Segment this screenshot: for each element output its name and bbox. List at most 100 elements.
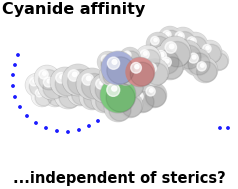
- Circle shape: [142, 59, 168, 85]
- Circle shape: [72, 85, 81, 94]
- Circle shape: [173, 41, 201, 69]
- Circle shape: [112, 60, 117, 64]
- Circle shape: [102, 52, 134, 84]
- Circle shape: [187, 37, 207, 57]
- Circle shape: [60, 86, 69, 96]
- Circle shape: [199, 41, 221, 63]
- Circle shape: [12, 74, 14, 76]
- Circle shape: [165, 42, 177, 53]
- Circle shape: [144, 52, 147, 55]
- Circle shape: [126, 58, 154, 86]
- Circle shape: [149, 89, 153, 92]
- Text: Cyanide affinity: Cyanide affinity: [2, 2, 145, 17]
- Circle shape: [106, 83, 135, 112]
- Circle shape: [81, 74, 107, 99]
- Circle shape: [156, 52, 184, 80]
- Circle shape: [35, 89, 52, 106]
- Circle shape: [146, 33, 169, 56]
- Circle shape: [187, 37, 196, 46]
- Circle shape: [80, 85, 104, 109]
- Circle shape: [99, 94, 103, 97]
- Circle shape: [191, 39, 194, 42]
- Circle shape: [162, 30, 181, 49]
- Circle shape: [171, 28, 195, 52]
- Circle shape: [178, 46, 188, 56]
- Circle shape: [14, 96, 16, 98]
- Circle shape: [91, 74, 119, 102]
- Circle shape: [112, 86, 117, 91]
- Circle shape: [43, 77, 53, 87]
- Circle shape: [161, 57, 171, 67]
- Circle shape: [159, 36, 191, 68]
- Circle shape: [160, 37, 190, 67]
- Circle shape: [99, 64, 120, 85]
- Circle shape: [120, 48, 140, 68]
- Circle shape: [183, 33, 207, 57]
- Circle shape: [12, 85, 14, 87]
- Circle shape: [118, 93, 142, 117]
- Circle shape: [103, 68, 120, 85]
- Circle shape: [122, 97, 142, 117]
- Circle shape: [29, 77, 48, 96]
- Circle shape: [141, 58, 169, 86]
- Circle shape: [197, 62, 206, 71]
- Circle shape: [119, 68, 136, 85]
- Circle shape: [188, 53, 210, 75]
- Circle shape: [169, 44, 174, 49]
- Circle shape: [140, 50, 160, 70]
- Circle shape: [19, 106, 21, 108]
- Circle shape: [63, 65, 93, 95]
- Circle shape: [203, 45, 211, 53]
- Circle shape: [98, 52, 118, 72]
- Circle shape: [54, 81, 82, 109]
- Circle shape: [155, 50, 179, 74]
- Circle shape: [45, 127, 47, 129]
- Circle shape: [130, 88, 154, 112]
- Circle shape: [201, 64, 204, 67]
- Circle shape: [39, 70, 48, 79]
- Circle shape: [55, 82, 81, 108]
- Circle shape: [130, 62, 154, 86]
- Circle shape: [119, 68, 127, 76]
- Circle shape: [31, 85, 53, 106]
- Circle shape: [140, 50, 149, 59]
- Circle shape: [163, 30, 171, 39]
- Circle shape: [156, 50, 166, 61]
- Circle shape: [166, 32, 169, 36]
- Circle shape: [101, 78, 135, 112]
- Circle shape: [151, 46, 179, 74]
- Circle shape: [172, 40, 202, 70]
- Circle shape: [25, 74, 49, 97]
- Circle shape: [122, 70, 125, 73]
- Circle shape: [129, 87, 155, 113]
- Circle shape: [35, 89, 43, 97]
- Circle shape: [170, 27, 196, 53]
- Circle shape: [39, 70, 59, 90]
- Circle shape: [136, 46, 160, 70]
- Circle shape: [141, 82, 167, 108]
- Circle shape: [159, 26, 182, 50]
- Circle shape: [202, 44, 221, 63]
- Circle shape: [107, 83, 120, 96]
- Circle shape: [96, 78, 106, 89]
- Circle shape: [164, 42, 190, 67]
- Circle shape: [146, 87, 166, 107]
- Circle shape: [122, 97, 131, 106]
- Circle shape: [175, 32, 195, 52]
- Circle shape: [116, 65, 136, 85]
- Circle shape: [95, 78, 119, 102]
- Circle shape: [146, 63, 168, 85]
- Circle shape: [151, 36, 159, 45]
- Circle shape: [92, 88, 116, 112]
- Circle shape: [175, 32, 184, 41]
- Circle shape: [106, 70, 109, 73]
- Circle shape: [104, 94, 132, 122]
- Circle shape: [84, 89, 93, 98]
- Circle shape: [157, 53, 183, 79]
- Circle shape: [125, 78, 129, 82]
- Circle shape: [55, 72, 79, 96]
- Circle shape: [38, 72, 66, 100]
- Circle shape: [51, 89, 54, 92]
- Circle shape: [134, 92, 143, 101]
- Circle shape: [32, 86, 52, 106]
